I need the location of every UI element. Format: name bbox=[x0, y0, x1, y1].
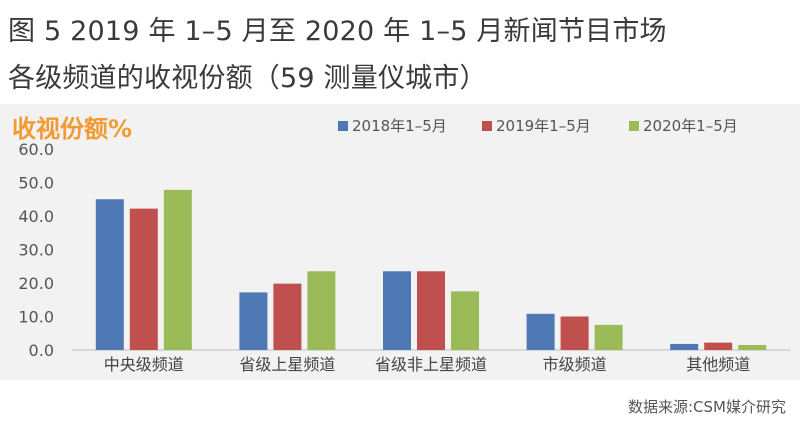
legend-label: 2019年1–5月 bbox=[496, 117, 591, 135]
y-tick-label: 50.0 bbox=[18, 174, 54, 193]
figure-title-line-2: 各级频道的收视份额（59 测量仪城市） bbox=[8, 63, 487, 94]
bar bbox=[383, 271, 411, 350]
y-tick-label: 0.0 bbox=[29, 341, 54, 360]
bar-chart: 收视份额% 0.0 10.0 20.0 30.0 40.0 50.0 60.0 中央级频道 省级上… bbox=[12, 115, 790, 374]
bar bbox=[129, 208, 158, 350]
bar bbox=[417, 271, 445, 350]
data-source-note: 数据来源:CSM媒介研究 bbox=[628, 398, 786, 416]
y-axis-title: 收视份额% bbox=[12, 115, 132, 143]
y-tick-label: 10.0 bbox=[18, 308, 54, 327]
legend-label: 2020年1–5月 bbox=[643, 117, 738, 135]
legend-swatch bbox=[482, 121, 492, 131]
bar bbox=[307, 271, 336, 350]
legend-label: 2018年1–5月 bbox=[352, 117, 447, 135]
bar bbox=[239, 292, 268, 350]
x-tick-label: 市级频道 bbox=[543, 355, 607, 374]
bar bbox=[738, 344, 767, 350]
bar bbox=[704, 342, 733, 350]
x-tick-label: 其他频道 bbox=[686, 355, 750, 374]
y-tick-label: 60.0 bbox=[18, 140, 54, 159]
bar bbox=[451, 291, 479, 350]
bar bbox=[273, 283, 302, 350]
bar bbox=[560, 316, 589, 350]
legend-swatch bbox=[629, 121, 639, 131]
y-tick-label: 40.0 bbox=[18, 207, 54, 226]
bar bbox=[670, 343, 699, 350]
y-tick-label: 30.0 bbox=[18, 241, 54, 260]
chart-panel: 收视份额% 0.0 10.0 20.0 30.0 40.0 50.0 60.0 中央级频道 省级上… bbox=[0, 104, 800, 380]
legend-swatch bbox=[338, 121, 348, 131]
bar bbox=[594, 324, 623, 350]
y-tick-label: 20.0 bbox=[18, 274, 54, 293]
bar bbox=[526, 313, 555, 350]
x-tick-label: 省级上星频道 bbox=[239, 355, 335, 374]
bar bbox=[163, 189, 192, 350]
bar bbox=[95, 199, 124, 350]
figure-title-line-1: 图 5 2019 年 1–5 月至 2020 年 1–5 月新闻节目市场 bbox=[8, 16, 667, 47]
x-tick-label: 中央级频道 bbox=[104, 355, 184, 374]
x-tick-label: 省级非上星频道 bbox=[375, 355, 487, 374]
